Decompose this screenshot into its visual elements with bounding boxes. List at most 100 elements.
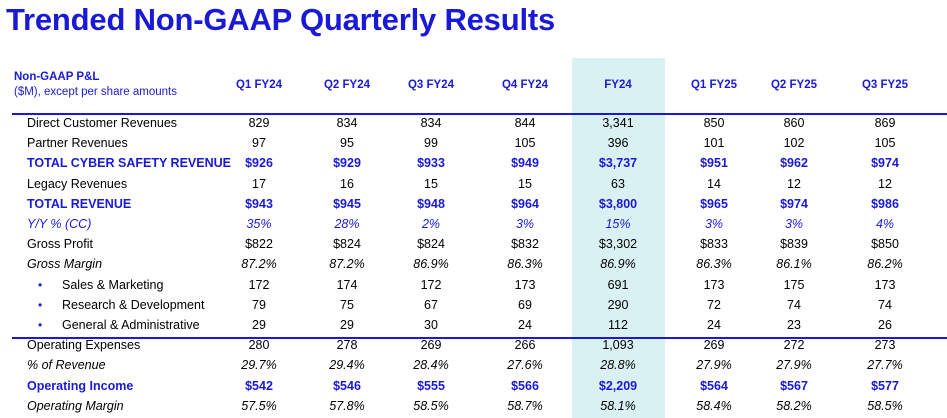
bullet-icon: • [38, 277, 43, 292]
cell-value: 17 [252, 176, 266, 191]
row-label: Direct Customer Revenues [27, 116, 178, 130]
cell-value: 97 [252, 136, 266, 151]
cell-value: 86.1% [776, 257, 812, 272]
cell-value: 57.8% [329, 398, 365, 413]
cell-value: $964 [511, 196, 539, 211]
cell-value: $962 [780, 156, 808, 171]
cell-value: $850 [871, 237, 899, 252]
cell-value: 72 [707, 297, 721, 312]
cell-value: $824 [333, 237, 361, 252]
cell-value: 99 [424, 136, 438, 151]
cell-value: 35% [246, 217, 272, 231]
row-label: Operating Income [27, 378, 134, 393]
cell-value: 3% [704, 217, 724, 231]
cell-value: 396 [607, 136, 629, 151]
cell-value: $945 [333, 196, 361, 211]
cell-value: $943 [245, 196, 273, 211]
cell-value: $564 [700, 378, 728, 393]
row-label: TOTAL REVENUE [27, 196, 132, 211]
cell-value: 829 [248, 116, 270, 130]
cell-value: 29.7% [241, 358, 277, 373]
cell-value: 2% [421, 217, 441, 231]
row-label: Sales & Marketing [62, 277, 164, 292]
column-header: Q3 FY25 [861, 79, 909, 91]
table-row: Operating Income $542 $546 $555 $566 $2,209 $5… [0, 376, 947, 396]
header-line-1: Non-GAAP P&L [14, 71, 100, 83]
cell-value: 844 [514, 116, 536, 130]
cell-value: $951 [700, 156, 728, 171]
cell-value: 23 [787, 318, 801, 332]
cell-value: $577 [871, 378, 899, 393]
cell-value: 12 [878, 176, 892, 191]
page-title: Trended Non-GAAP Quarterly Results [6, 2, 556, 37]
cell-value: $986 [871, 196, 899, 211]
cell-value: 173 [703, 277, 725, 292]
table-row: TOTAL REVENUE $943 $945 $948 $964 $3,800 $965 $… [0, 194, 947, 214]
cell-value: $839 [780, 237, 808, 252]
cell-value: 3,341 [602, 116, 634, 130]
cell-value: 15% [605, 217, 631, 231]
cell-value: 27.7% [867, 358, 903, 373]
cell-value: 63 [611, 176, 625, 191]
cell-value: 58.5% [867, 398, 903, 413]
cell-value: 67 [424, 297, 438, 312]
cell-value: 3% [515, 217, 535, 231]
cell-value: 14 [707, 176, 721, 191]
table-row: Gross Margin 87.2% 87.2% 86.9% 86.3% 86.9% 86.… [0, 254, 947, 274]
cell-value: 58.2% [776, 398, 812, 413]
cell-value: 1,093 [602, 338, 634, 353]
cell-value: $546 [333, 378, 361, 393]
cell-value: 87.2% [241, 257, 277, 272]
cell-value: 30 [424, 318, 438, 332]
cell-value: 26 [878, 318, 892, 332]
cell-value: $949 [511, 156, 539, 171]
cell-value: $3,302 [598, 237, 638, 252]
cell-value: 172 [248, 277, 270, 292]
cell-value: 27.9% [776, 358, 812, 373]
cell-value: 172 [420, 277, 442, 292]
cell-value: 272 [783, 338, 805, 353]
cell-value: 173 [514, 277, 536, 292]
cell-value: 58.4% [696, 398, 732, 413]
cell-value: 834 [420, 116, 442, 130]
cell-value: 28.4% [413, 358, 449, 373]
cell-value: 15 [424, 176, 438, 191]
cell-value: $3,800 [598, 196, 638, 211]
cell-value: 869 [874, 116, 896, 130]
cell-value: $567 [780, 378, 808, 393]
cell-value: 4% [875, 217, 895, 231]
cell-value: 86.2% [867, 257, 903, 272]
cell-value: $566 [511, 378, 539, 393]
cell-value: 86.9% [600, 257, 636, 272]
cell-value: 173 [874, 277, 896, 292]
cell-value: 860 [783, 116, 805, 130]
cell-value: $929 [333, 156, 361, 171]
row-label: Partner Revenues [27, 136, 128, 151]
cell-value: 58.1% [600, 398, 636, 413]
cell-value: $555 [417, 378, 445, 393]
cell-value: $926 [245, 156, 273, 171]
column-header: Q2 FY25 [770, 79, 818, 91]
column-header: Q1 FY24 [235, 79, 283, 91]
cell-value: $822 [245, 237, 273, 252]
cell-value: 28% [334, 217, 360, 231]
cell-value: 269 [703, 338, 725, 353]
opex-rule [12, 337, 947, 339]
table-row: Direct Customer Revenues 829 834 834 844 3,34… [0, 113, 947, 133]
bullet-icon: • [38, 318, 43, 332]
cell-value: 74 [878, 297, 892, 312]
cell-value: 29 [340, 318, 354, 332]
cell-value: $933 [417, 156, 445, 171]
table-row: TOTAL CYBER SAFETY REVENUE $926 $929 $933 $9… [0, 153, 947, 173]
cell-value: $974 [780, 196, 808, 211]
column-header: Q2 FY24 [323, 79, 371, 91]
table-row: • Research & Development 79 75 67 69 290 72 74 74 [0, 295, 947, 315]
cell-value: 112 [608, 318, 628, 332]
cell-value: 266 [514, 338, 536, 353]
cell-value: 175 [783, 277, 805, 292]
cell-value: $948 [417, 196, 445, 211]
cell-value: 75 [340, 297, 354, 312]
cell-value: 58.7% [507, 398, 543, 413]
table-row: Partner Revenues 97 95 99 105 396 101 102 105 [0, 133, 947, 153]
cell-value: 28.8% [600, 358, 636, 373]
